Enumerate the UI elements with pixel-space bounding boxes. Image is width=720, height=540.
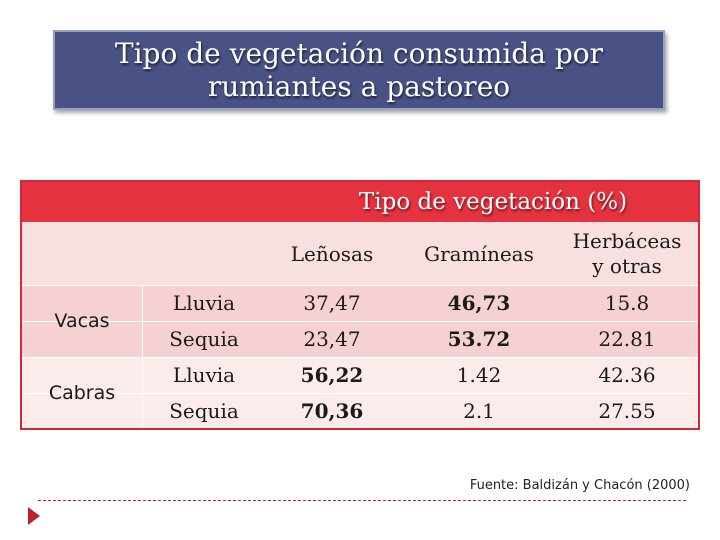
animal-label-cabras: Cabras bbox=[48, 382, 116, 404]
season-cell: Lluvia bbox=[172, 291, 236, 315]
lenosas-cell: 70,36 bbox=[300, 398, 364, 423]
column-header-herbaceas: Herbáceas y otras bbox=[552, 226, 702, 282]
footer-dashed-line bbox=[38, 500, 686, 501]
season-cell: Sequia bbox=[169, 398, 239, 423]
animal-label-vacas: Vacas bbox=[54, 310, 110, 332]
row-divider bbox=[22, 357, 698, 358]
herbaceas-cell: 27.55 bbox=[598, 398, 656, 423]
table-row bbox=[22, 393, 698, 428]
column-header-herbaceas-line-2: y otras bbox=[592, 254, 662, 278]
slide-title-line-2: rumiantes a pastoreo bbox=[207, 70, 511, 103]
row-divider bbox=[22, 321, 698, 322]
season-cell: Sequia bbox=[169, 327, 239, 351]
play-arrow-icon[interactable] bbox=[28, 507, 40, 525]
herbaceas-cell: 15.8 bbox=[604, 291, 650, 315]
slide-title: Tipo de vegetación consumida por rumiant… bbox=[53, 30, 665, 110]
row-divider bbox=[22, 393, 698, 394]
lenosas-cell: 23,47 bbox=[303, 327, 361, 351]
row-divider bbox=[22, 285, 698, 286]
gramineas-cell: 2.1 bbox=[463, 398, 495, 423]
column-header-lenosas: Leñosas bbox=[290, 242, 374, 266]
table-header-band bbox=[22, 182, 698, 222]
season-cell: Lluvia bbox=[172, 363, 236, 387]
table-row bbox=[22, 285, 698, 321]
table-row bbox=[22, 321, 698, 357]
herbaceas-cell: 42.36 bbox=[598, 363, 656, 387]
table-row bbox=[22, 357, 698, 393]
herbaceas-cell: 22.81 bbox=[598, 327, 656, 351]
gramineas-cell: 1.42 bbox=[456, 363, 502, 387]
table-group-header: Tipo de vegetación (%) bbox=[358, 189, 628, 215]
lenosas-cell: 37,47 bbox=[303, 291, 361, 315]
slide-title-line-1: Tipo de vegetación consumida por bbox=[114, 37, 604, 70]
vegetation-table: Tipo de vegetación (%) Leñosas Gramíneas… bbox=[20, 180, 700, 430]
column-header-herbaceas-line-1: Herbáceas bbox=[572, 229, 682, 253]
source-citation: Fuente: Baldizán y Chacón (2000) bbox=[469, 478, 690, 493]
lenosas-cell: 56,22 bbox=[300, 363, 364, 387]
column-divider bbox=[142, 285, 143, 428]
column-header-row bbox=[22, 222, 698, 285]
gramineas-cell: 46,73 bbox=[447, 291, 511, 315]
column-header-gramineas: Gramíneas bbox=[424, 242, 534, 266]
gramineas-cell: 53.72 bbox=[447, 327, 511, 351]
